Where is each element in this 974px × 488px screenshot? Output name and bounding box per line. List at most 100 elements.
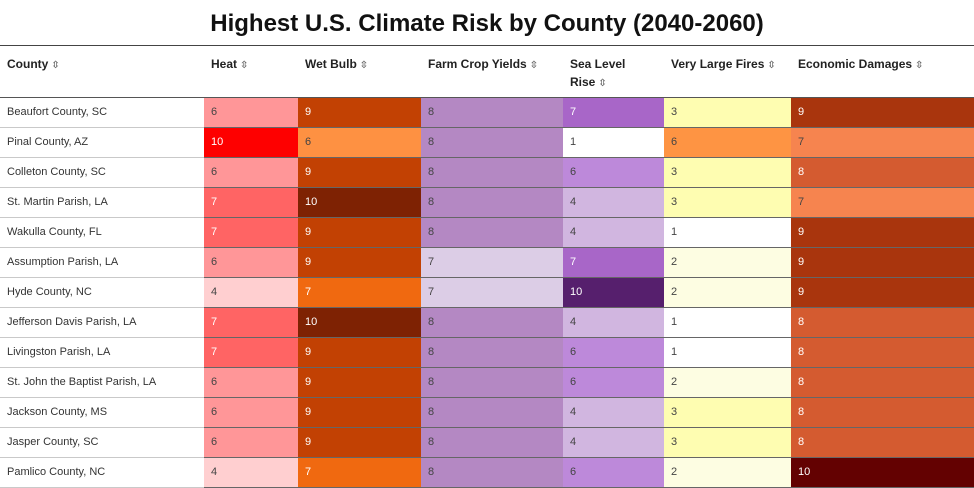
county-name-cell: Jackson County, MS [0,397,204,428]
table-row: Pamlico County, NC 4 7 8 6 2 10 [0,457,974,488]
county-name-cell: St. Martin Parish, LA [0,187,204,218]
risk-cell-heat: 4 [204,457,298,488]
risk-cell-sealevel: 6 [563,157,664,188]
risk-cell-wetbulb: 10 [298,187,421,218]
column-header-econ[interactable]: Economic Damages ⇳ [791,46,974,98]
risk-cell-wetbulb: 9 [298,397,421,428]
risk-cell-wetbulb: 9 [298,337,421,368]
risk-cell-wetbulb: 7 [298,457,421,488]
risk-cell-econ: 8 [791,157,974,188]
county-name-cell: St. John the Baptist Parish, LA [0,367,204,398]
risk-cell-fires: 2 [664,247,791,278]
risk-cell-wetbulb: 9 [298,367,421,398]
risk-cell-heat: 6 [204,397,298,428]
risk-cell-sealevel: 4 [563,217,664,248]
column-header-wetbulb[interactable]: Wet Bulb ⇳ [298,46,421,98]
risk-cell-heat: 10 [204,127,298,158]
risk-cell-heat: 6 [204,157,298,188]
risk-cell-heat: 7 [204,307,298,338]
risk-cell-heat: 6 [204,367,298,398]
chart-title: Highest U.S. Climate Risk by County (204… [0,0,974,46]
table-row: Colleton County, SC 6 9 8 6 3 8 [0,157,974,188]
risk-cell-sealevel: 4 [563,187,664,218]
risk-cell-wetbulb: 9 [298,157,421,188]
county-name-cell: Colleton County, SC [0,157,204,188]
risk-cell-econ: 8 [791,367,974,398]
risk-cell-sealevel: 7 [563,97,664,128]
risk-cell-sealevel: 4 [563,307,664,338]
county-name-cell: Jefferson Davis Parish, LA [0,307,204,338]
risk-cell-crops: 8 [421,457,563,488]
risk-cell-wetbulb: 6 [298,127,421,158]
risk-cell-sealevel: 4 [563,397,664,428]
column-label-crops: Farm Crop Yields [428,57,527,71]
risk-cell-fires: 2 [664,367,791,398]
county-name-cell: Hyde County, NC [0,277,204,308]
risk-cell-econ: 9 [791,97,974,128]
climate-risk-table: County ⇳ Heat ⇳ Wet Bulb ⇳ Farm Crop Yields ⇳ Se… [0,46,974,488]
risk-cell-wetbulb: 9 [298,247,421,278]
column-label-county: County [7,57,49,71]
risk-cell-crops: 8 [421,307,563,338]
table-row: Hyde County, NC 4 7 7 10 2 9 [0,277,974,308]
risk-cell-fires: 3 [664,97,791,128]
risk-cell-crops: 8 [421,127,563,158]
risk-cell-crops: 8 [421,157,563,188]
risk-cell-econ: 7 [791,127,974,158]
risk-cell-wetbulb: 9 [298,97,421,128]
sort-arrows-icon[interactable]: ⇳ [51,60,60,71]
sort-arrows-icon[interactable]: ⇳ [767,60,776,71]
risk-cell-crops: 8 [421,187,563,218]
county-name-cell: Pinal County, AZ [0,127,204,158]
column-header-crops[interactable]: Farm Crop Yields ⇳ [421,46,563,98]
risk-cell-wetbulb: 10 [298,307,421,338]
risk-cell-crops: 7 [421,247,563,278]
risk-cell-wetbulb: 9 [298,427,421,458]
table-header-row: County ⇳ Heat ⇳ Wet Bulb ⇳ Farm Crop Yields ⇳ Se… [0,46,974,98]
risk-cell-crops: 8 [421,97,563,128]
risk-cell-econ: 7 [791,187,974,218]
risk-cell-heat: 7 [204,337,298,368]
table-row: Assumption Parish, LA 6 9 7 7 2 9 [0,247,974,278]
column-header-sealevel[interactable]: Sea Level Rise ⇳ [563,46,664,98]
table-row: Jasper County, SC 6 9 8 4 3 8 [0,427,974,458]
sort-arrows-icon[interactable]: ⇳ [240,60,249,71]
risk-cell-sealevel: 7 [563,247,664,278]
column-label-wetbulb: Wet Bulb [305,57,357,71]
column-header-county[interactable]: County ⇳ [0,46,204,98]
column-label-econ: Economic Damages [798,57,913,71]
table-row: Jackson County, MS 6 9 8 4 3 8 [0,397,974,428]
county-name-cell: Assumption Parish, LA [0,247,204,278]
risk-cell-econ: 9 [791,247,974,278]
column-header-fires[interactable]: Very Large Fires ⇳ [664,46,791,98]
risk-cell-fires: 3 [664,157,791,188]
risk-cell-sealevel: 6 [563,367,664,398]
risk-cell-econ: 8 [791,307,974,338]
risk-cell-fires: 2 [664,277,791,308]
risk-cell-crops: 7 [421,277,563,308]
risk-cell-fires: 2 [664,457,791,488]
county-name-cell: Jasper County, SC [0,427,204,458]
sort-arrows-icon[interactable]: ⇳ [359,60,369,71]
risk-cell-fires: 1 [664,217,791,248]
column-label-fires: Very Large Fires [671,57,765,71]
risk-cell-heat: 6 [204,247,298,278]
risk-cell-fires: 3 [664,187,791,218]
risk-cell-econ: 8 [791,427,974,458]
risk-cell-fires: 3 [664,397,791,428]
risk-cell-sealevel: 1 [563,127,664,158]
risk-cell-econ: 9 [791,217,974,248]
risk-cell-econ: 9 [791,277,974,308]
column-header-heat[interactable]: Heat ⇳ [204,46,298,98]
risk-cell-wetbulb: 7 [298,277,421,308]
county-name-cell: Livingston Parish, LA [0,337,204,368]
sort-arrows-icon[interactable]: ⇳ [529,60,539,71]
risk-cell-crops: 8 [421,367,563,398]
table-row: Pinal County, AZ 10 6 8 1 6 7 [0,127,974,158]
county-name-cell: Wakulla County, FL [0,217,204,248]
sort-arrows-icon[interactable]: ⇳ [598,78,607,89]
risk-cell-econ: 10 [791,457,974,488]
risk-cell-fires: 1 [664,307,791,338]
table-row: Wakulla County, FL 7 9 8 4 1 9 [0,217,974,248]
sort-arrows-icon[interactable]: ⇳ [915,60,924,71]
